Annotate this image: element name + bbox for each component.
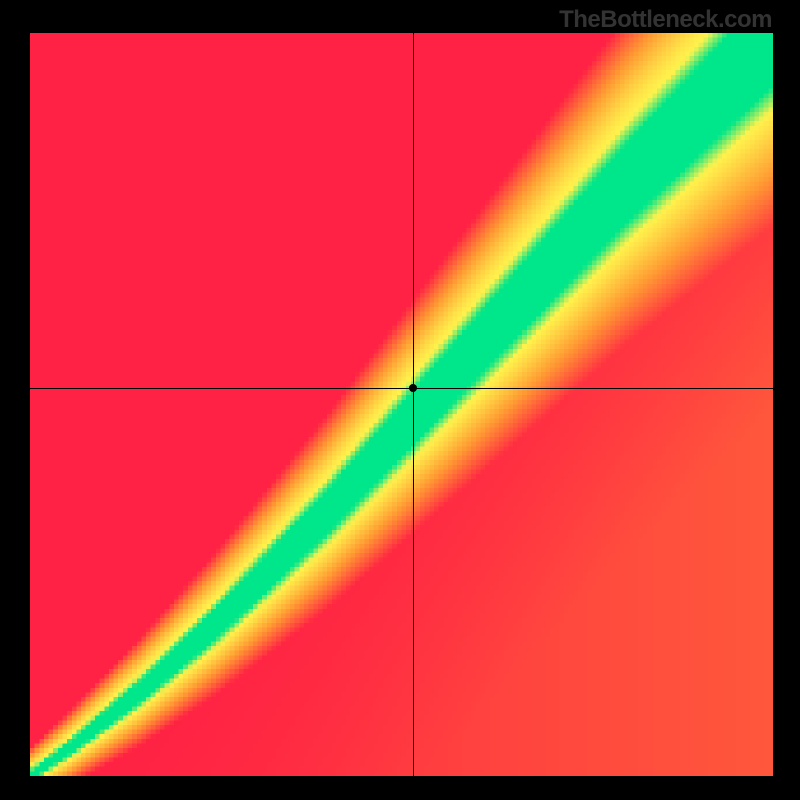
- watermark-text: TheBottleneck.com: [559, 6, 772, 34]
- crosshair-horizontal: [30, 388, 773, 389]
- crosshair-vertical: [413, 33, 414, 776]
- chart-container: TheBottleneck.com: [0, 0, 800, 800]
- bottleneck-heatmap: [30, 33, 773, 776]
